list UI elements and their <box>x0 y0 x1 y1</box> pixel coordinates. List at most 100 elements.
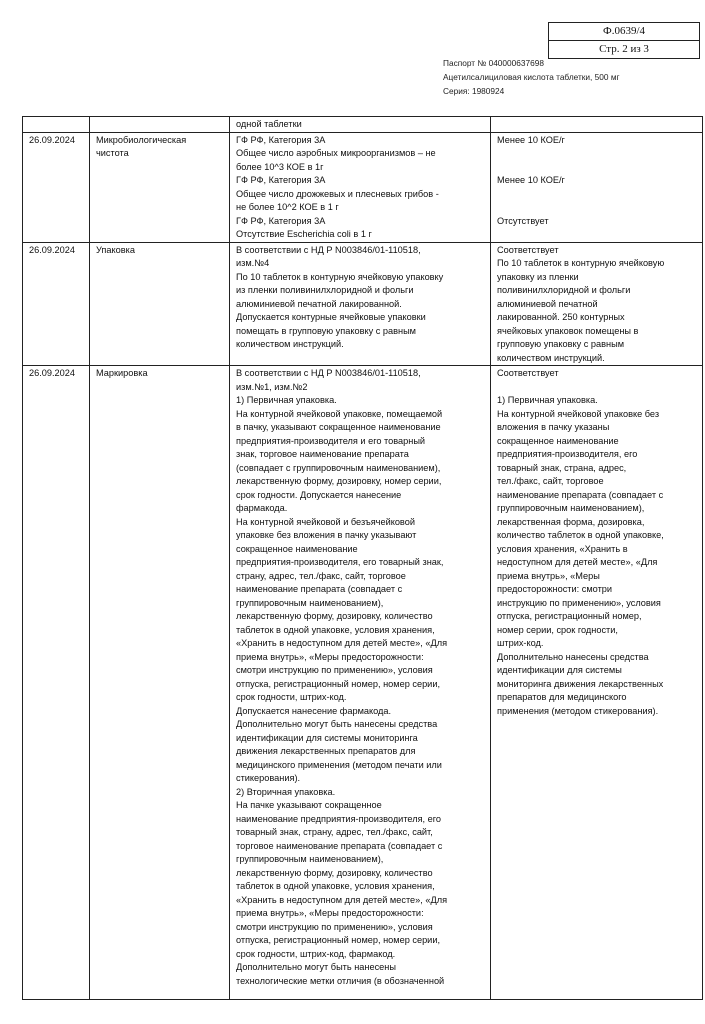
text-line: медицинского применения (методом печати … <box>236 759 442 770</box>
text-line: лакированной. 250 контурных <box>497 312 625 322</box>
text-line: Соответствует <box>497 368 559 378</box>
date-cell: 26.09.2024 <box>22 365 90 1000</box>
table-row: 26.09.2024 Микробиологическая чистота ГФ РФ… <box>22 131 703 243</box>
result-cell: Менее 10 КОЕ/г Менее 10 КОЕ/г Отсутствует <box>490 131 703 243</box>
indicator-cell: Упаковка <box>89 241 230 366</box>
text-line <box>497 161 696 175</box>
text-line: количество таблеток в одной упаковке, <box>497 530 664 540</box>
text-line: упаковку из пленки <box>497 271 579 282</box>
product-name: Ацетилсалициловая кислота таблетки, 500 … <box>443 72 620 82</box>
text-line: сокращенное наименование <box>236 543 358 554</box>
passport-header: Паспорт № 040000637698 Ацетилсалициловая… <box>443 56 620 98</box>
text-line: поливинилхлоридной и фольги <box>497 285 631 295</box>
text-line <box>497 201 696 215</box>
text-line: Менее 10 КОЕ/г <box>497 175 565 185</box>
result-cell <box>490 116 703 133</box>
text-line: 2) Вторичная упаковка. <box>236 786 336 797</box>
text-line: Общее число дрожжевых и плесневых грибов… <box>236 188 439 199</box>
text-line: срок годности, штрих-код, фармакод. <box>236 948 396 959</box>
text-line: препаратов для медицинского <box>497 692 627 702</box>
text-line: предосторожности: смотри <box>497 584 613 594</box>
text-line: В соответствии с НД Р N003846/01-110518, <box>236 244 421 255</box>
text-line: количеством инструкций. <box>497 352 605 363</box>
text-line: инструкцию по применению», условия <box>497 597 661 608</box>
form-code-box: Ф.0639/4 Стр. 2 из 3 <box>548 22 700 59</box>
text-line: таблеток в одной упаковке, условия хране… <box>236 881 435 891</box>
text-line: номер серии, срок годности, <box>497 624 618 635</box>
text-line: 1) Первичная упаковка. <box>236 395 337 405</box>
text-line: В соответствии с НД Р N003846/01-110518, <box>236 368 421 378</box>
text-line: алюминиевой печатной <box>497 298 598 309</box>
text-line: одной таблетки <box>236 119 302 129</box>
text-line: Дополнительно могут быть нанесены средст… <box>236 719 438 729</box>
text-line: упаковке без вложения в пачку указывают <box>236 530 417 540</box>
norm-cell: В соответствии с НД Р N003846/01-110518,… <box>229 365 491 1000</box>
text-line: товарный знак, страну, адрес, тел./факс,… <box>236 827 433 837</box>
text-line: приема внутрь», «Меры <box>497 570 600 581</box>
text-line: 26.09.2024 <box>29 134 75 145</box>
text-line: отпуска, регистрационный номер, номер се… <box>236 935 441 945</box>
text-line: ГФ РФ, Категория 3А <box>236 215 326 226</box>
text-line: технологические метки отличия (в обознач… <box>236 975 445 986</box>
text-line: На контурной ячейковой упаковке без <box>497 408 660 419</box>
text-line: более 10^3 КОЕ в 1г <box>236 161 324 172</box>
test-results-table: одной таблетки 26.09.2024 Микробиологическ… <box>22 116 703 1000</box>
text-line: Микробиологическая <box>96 134 187 145</box>
text-line: 26.09.2024 <box>29 368 75 378</box>
text-line: группировочным наименованием), <box>236 597 384 608</box>
text-line: На пачке указывают сокращенное <box>236 800 382 810</box>
norm-cell: одной таблетки <box>229 116 491 133</box>
text-line: Отсутствует <box>497 215 549 226</box>
text-line: «Хранить в недоступном для детей месте»,… <box>236 638 448 648</box>
text-line: смотри инструкцию по применению», услови… <box>236 921 433 932</box>
text-line: срок годности. Допускается нанесение <box>236 489 402 500</box>
text-line: таблеток в одной упаковке, условия хране… <box>236 624 435 635</box>
text-line: На контурной ячейковой упаковке, помещае… <box>236 408 443 419</box>
text-line <box>497 147 696 161</box>
text-line: знак, торговое наименование препарата <box>236 449 409 459</box>
text-line: лекарственная форма, дозировка, <box>497 516 645 527</box>
text-line: торговое наименование препарата (совпада… <box>236 840 443 851</box>
indicator-cell <box>89 116 230 133</box>
text-line: смотри инструкцию по применению», услови… <box>236 665 433 675</box>
text-line: стикерования). <box>236 773 301 783</box>
text-line: фармакода. <box>236 503 288 513</box>
text-line: Маркировка <box>96 368 148 378</box>
text-line: срок годности, штрих-код. <box>236 692 347 702</box>
text-line: групповую упаковку с равным <box>497 339 625 349</box>
text-line: условия хранения, «Хранить в <box>497 543 628 554</box>
page-number: Стр. 2 из 3 <box>549 40 699 58</box>
text-line: предприятия-производителя и его товарный <box>236 435 426 446</box>
indicator-cell: Микробиологическая чистота <box>89 131 230 243</box>
date-cell: 26.09.2024 <box>22 131 90 243</box>
text-line: Соответствует <box>497 244 559 255</box>
text-line: приема внутрь», «Меры предосторожности: <box>236 651 424 662</box>
text-line: предприятия-производителя, его товарный … <box>236 557 444 567</box>
text-line: изм.№1, изм.№2 <box>236 381 308 392</box>
table-row: 26.09.2024 Маркировка В соответствии с НД … <box>22 365 703 1000</box>
text-line: недоступном для детей месте», «Для <box>497 557 658 567</box>
text-line: идентификации для системы <box>497 665 622 675</box>
text-line <box>497 188 696 202</box>
text-line: Упаковка <box>96 244 135 255</box>
text-line: движения лекарственных препаратов для <box>236 746 416 756</box>
text-line: 1) Первичная упаковка. <box>497 395 598 405</box>
text-line: отпуска, регистрационный номер, <box>497 611 642 621</box>
text-line: помещать в групповую упаковку с равным <box>236 325 416 336</box>
text-line: Дополнительно могут быть нанесены <box>236 962 396 972</box>
text-line: чистота <box>96 148 129 158</box>
text-line: ГФ РФ, Категория 3А <box>236 134 326 145</box>
norm-cell: В соответствии с НД Р N003846/01-110518,… <box>229 241 491 366</box>
text-line: количеством инструкций. <box>236 339 344 349</box>
form-code: Ф.0639/4 <box>603 25 645 37</box>
text-line: По 10 таблеток в контурную ячейковую <box>497 258 665 268</box>
text-line: товарный знак, страна, адрес, <box>497 462 627 473</box>
text-line: Допускается контурные ячейковые упаковки <box>236 312 426 322</box>
text-line: применения (методом стикерования). <box>497 705 659 716</box>
text-line: Отсутствие Escherichia coli в 1 г <box>236 229 372 239</box>
text-line: вложения в пачку указаны <box>497 422 610 432</box>
text-line: мониторинга движения лекарственных <box>497 678 664 689</box>
text-line: приема внутрь», «Меры предосторожности: <box>236 908 424 918</box>
text-line: в пачку, указывают сокращенное наименова… <box>236 422 441 432</box>
text-line: наименование препарата (совпадает с <box>236 584 403 594</box>
